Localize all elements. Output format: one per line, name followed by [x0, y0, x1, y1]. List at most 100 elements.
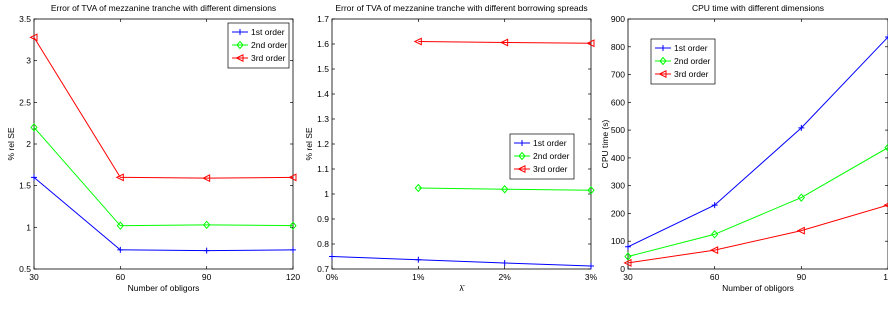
y-tick-label: 0.8 — [317, 239, 329, 249]
x-axis-label: λ̄ — [459, 283, 465, 293]
data-point — [415, 256, 422, 263]
legend-label: 2nd order — [674, 56, 711, 66]
y-tick-label: 900 — [611, 14, 625, 24]
data-point — [30, 123, 38, 132]
data-point — [414, 183, 422, 193]
series-line-3 — [627, 204, 888, 264]
y-tick-label: 200 — [611, 208, 625, 218]
x-tick-label: 2% — [499, 272, 512, 282]
y-tick-label: 0.5 — [19, 264, 31, 274]
x-tick-label: 90 — [202, 272, 212, 282]
x-axis-label: Number of obligors — [722, 283, 794, 293]
plot-area — [627, 18, 888, 270]
y-tick-label: 2.5 — [19, 97, 31, 107]
chart-2: Error of TVA of mezzanine tranche with d… — [304, 3, 598, 293]
legend-marker — [519, 140, 525, 146]
data-point — [711, 202, 718, 209]
x-tick-label: 90 — [797, 272, 807, 282]
data-point — [289, 221, 297, 230]
y-tick-label: 3.5 — [19, 14, 31, 24]
y-tick-label: 1.2 — [317, 139, 329, 149]
data-point — [624, 252, 632, 261]
legend-label: 1st order — [674, 43, 708, 53]
legend: 1st order 2nd order 3rd order — [227, 22, 290, 69]
legend-marker — [236, 40, 244, 50]
y-tick-label: 100 — [611, 236, 625, 246]
data-point — [884, 143, 888, 152]
legend-marker — [659, 56, 667, 66]
legend-marker — [517, 164, 526, 174]
chart-title: Error of TVA of mezzanine tranche with d… — [51, 3, 276, 13]
legend-label: 2nd order — [533, 151, 570, 161]
data-point — [500, 38, 509, 47]
legend: 1st order 2nd order 3rd order — [650, 38, 716, 85]
y-tick-label: 1.4 — [317, 89, 329, 99]
x-tick-label: 60 — [116, 272, 126, 282]
legend-label: 3rd order — [674, 69, 709, 79]
y-tick-label: 0.9 — [317, 214, 329, 224]
data-point — [797, 193, 805, 202]
y-axis-label: % rel SE — [6, 127, 16, 160]
legend-label: 3rd order — [251, 53, 286, 63]
y-tick-label: 700 — [611, 70, 625, 80]
data-point — [288, 173, 297, 182]
x-tick-label: 1% — [412, 272, 425, 282]
legend-label: 1st order — [533, 138, 567, 148]
y-tick-label: 1.7 — [317, 14, 329, 24]
y-tick-label: 1.5 — [317, 64, 329, 74]
series-line-1 — [627, 36, 888, 248]
y-tick-label: 500 — [611, 125, 625, 135]
y-tick-label: 1.6 — [317, 39, 329, 49]
legend-marker — [237, 29, 243, 35]
data-point — [31, 174, 37, 181]
data-point — [329, 253, 335, 260]
legend-marker — [235, 53, 244, 63]
series-line-2 — [627, 147, 888, 257]
series-line-1 — [331, 256, 592, 267]
data-point — [203, 247, 210, 254]
legend-label: 1st order — [251, 27, 285, 37]
y-tick-label: 1 — [324, 189, 329, 199]
data-point — [625, 243, 631, 250]
y-tick-label: 2 — [26, 139, 31, 149]
data-point — [29, 33, 38, 42]
data-point — [587, 185, 595, 195]
data-point — [798, 124, 805, 131]
x-tick-label: 0% — [326, 272, 339, 282]
data-point — [117, 246, 124, 253]
data-point — [711, 230, 719, 239]
x-tick-label: 30 — [623, 272, 633, 282]
series-line-3 — [33, 37, 294, 179]
data-point — [588, 263, 594, 269]
chart-title: CPU time with different dimensions — [692, 3, 824, 13]
chart-1: Error of TVA of mezzanine tranche with d… — [6, 3, 300, 293]
y-tick-label: 0.7 — [317, 264, 329, 274]
legend-marker — [658, 69, 667, 79]
y-axis-label: CPU time (s) — [600, 120, 610, 169]
data-point — [501, 260, 508, 266]
legend-marker — [660, 45, 666, 51]
data-point — [501, 184, 509, 194]
chart-title: Error of TVA of mezzanine tranche with d… — [335, 3, 587, 13]
data-point — [885, 34, 888, 41]
y-tick-label: 0 — [620, 264, 625, 274]
data-point — [710, 246, 719, 255]
data-point — [796, 226, 805, 235]
x-tick-label: 60 — [710, 272, 720, 282]
y-tick-label: 800 — [611, 42, 625, 52]
legend-label: 3rd order — [533, 164, 568, 174]
legend: 1st order 2nd order 3rd order — [509, 133, 575, 180]
data-point — [116, 221, 124, 230]
y-tick-label: 3 — [26, 56, 31, 66]
x-tick-label: 12 — [883, 272, 888, 282]
y-axis-label: % rel SE — [304, 127, 314, 160]
data-point — [413, 37, 422, 46]
series-line-2 — [33, 127, 294, 227]
x-tick-label: 120 — [286, 272, 300, 282]
y-tick-label: 1.3 — [317, 114, 329, 124]
x-tick-label: 30 — [29, 272, 39, 282]
data-point — [586, 39, 595, 48]
series-line-2 — [418, 187, 592, 191]
data-point — [202, 174, 211, 183]
